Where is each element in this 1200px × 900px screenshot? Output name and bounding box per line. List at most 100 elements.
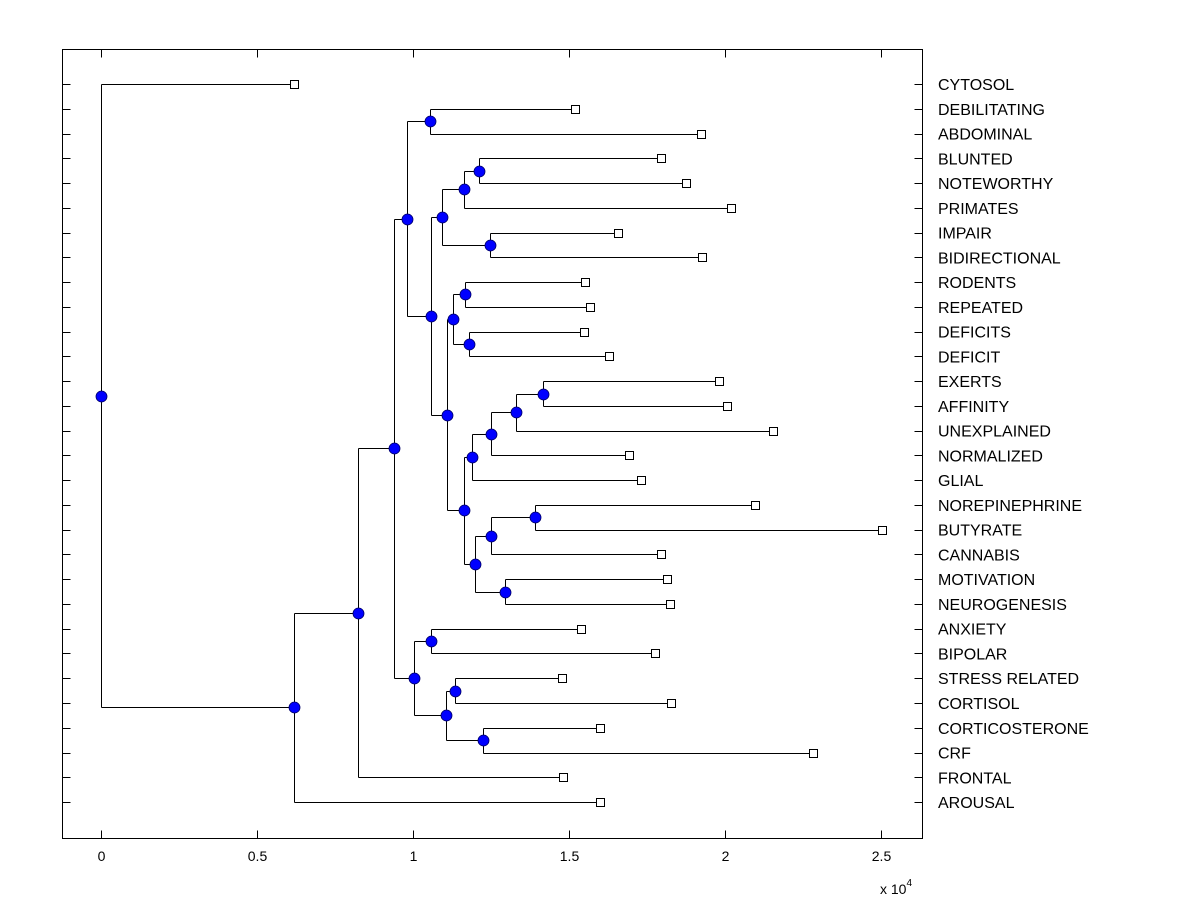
- node-marker: [352, 607, 365, 620]
- leaf-label: DEFICIT: [938, 349, 1000, 366]
- x-axis-multiplier-base: x 10: [880, 881, 907, 897]
- node-marker: [459, 288, 472, 301]
- leaf-label: DEBILITATING: [938, 102, 1045, 119]
- leaf-label: EXERTS: [938, 374, 1002, 391]
- leaf-marker: [558, 674, 567, 683]
- leaf-label: FRONTAL: [938, 770, 1012, 787]
- node-marker: [484, 239, 497, 252]
- leaf-marker: [666, 600, 675, 609]
- leaf-marker: [657, 550, 666, 559]
- dendrogram-markers: [95, 80, 887, 807]
- node-marker: [447, 313, 460, 326]
- leaf-marker: [580, 328, 589, 337]
- node-marker: [388, 442, 401, 455]
- node-marker: [458, 504, 471, 517]
- plot-frame: [62, 49, 923, 839]
- leaf-marker: [290, 80, 299, 89]
- node-marker: [485, 428, 498, 441]
- leaf-label: STRESS RELATED: [938, 671, 1079, 688]
- leaf-marker: [625, 451, 634, 460]
- leaf-marker: [697, 130, 706, 139]
- leaf-label: CORTISOL: [938, 696, 1020, 713]
- leaf-label: NOTEWORTHY: [938, 176, 1054, 193]
- node-marker: [288, 701, 301, 714]
- leaf-marker: [682, 179, 691, 188]
- leaf-marker: [667, 699, 676, 708]
- x-tick-label: 0.5: [248, 848, 268, 864]
- node-marker: [425, 635, 438, 648]
- leaf-label: IMPAIR: [938, 226, 992, 243]
- node-marker: [449, 685, 462, 698]
- node-marker: [529, 511, 542, 524]
- leaf-marker: [715, 377, 724, 386]
- node-marker: [458, 183, 471, 196]
- leaf-marker: [878, 526, 887, 535]
- leaf-label: BIPOLAR: [938, 646, 1007, 663]
- leaf-label: MOTIVATION: [938, 572, 1035, 589]
- leaf-label: ANXIETY: [938, 622, 1007, 639]
- leaf-label: NOREPINEPHRINE: [938, 498, 1082, 515]
- node-marker: [441, 409, 454, 422]
- leaf-label: UNEXPLAINED: [938, 424, 1051, 441]
- node-marker: [469, 558, 482, 571]
- x-tick-label: 2.5: [872, 848, 892, 864]
- leaf-marker: [651, 649, 660, 658]
- x-tick-label: 2: [722, 848, 730, 864]
- leaf-label: BIDIRECTIONAL: [938, 250, 1061, 267]
- leaf-label: CYTOSOL: [938, 77, 1014, 94]
- x-axis-multiplier-exponent: 4: [906, 878, 912, 889]
- node-marker: [408, 672, 421, 685]
- leaf-label: CORTICOSTERONE: [938, 721, 1089, 738]
- node-marker: [436, 211, 449, 224]
- node-marker: [473, 165, 486, 178]
- x-axis-multiplier: x 104: [880, 878, 912, 897]
- leaf-label: NORMALIZED: [938, 448, 1043, 465]
- leaf-label: CANNABIS: [938, 547, 1020, 564]
- node-marker: [95, 390, 108, 403]
- leaf-label: CRF: [938, 746, 971, 763]
- leaf-label: NEUROGENESIS: [938, 597, 1067, 614]
- leaf-label: AFFINITY: [938, 399, 1009, 416]
- leaf-marker: [605, 352, 614, 361]
- x-tick-label: 0: [98, 848, 106, 864]
- axis-ticks: 0 0.5 1 1.5 2 2.5: [62, 49, 923, 864]
- leaf-marker: [571, 105, 580, 114]
- leaf-marker: [769, 427, 778, 436]
- node-marker: [466, 451, 479, 464]
- leaf-marker: [727, 204, 736, 213]
- leaf-marker: [751, 501, 760, 510]
- leaf-label: GLIAL: [938, 473, 983, 490]
- leaf-marker: [657, 154, 666, 163]
- node-marker: [425, 310, 438, 323]
- node-marker: [510, 406, 523, 419]
- leaf-label: RODENTS: [938, 275, 1016, 292]
- leaf-label: AROUSAL: [938, 795, 1015, 812]
- leaf-marker: [581, 278, 590, 287]
- leaf-marker: [614, 229, 623, 238]
- leaf-label: BLUNTED: [938, 151, 1013, 168]
- leaf-marker: [809, 749, 818, 758]
- node-marker: [401, 213, 414, 226]
- leaf-label: PRIMATES: [938, 201, 1019, 218]
- leaf-marker: [586, 303, 595, 312]
- node-marker: [440, 709, 453, 722]
- leaf-marker: [577, 625, 586, 634]
- leaf-marker: [596, 724, 605, 733]
- node-marker: [537, 388, 550, 401]
- leaf-label: DEFICITS: [938, 325, 1011, 342]
- leaf-marker: [723, 402, 732, 411]
- x-tick-label: 1.5: [560, 848, 580, 864]
- leaf-marker: [559, 773, 568, 782]
- leaf-labels: CYTOSOL DEBILITATING ABDOMINAL BLUNTED NOTEW…: [938, 77, 1089, 812]
- node-marker: [424, 115, 437, 128]
- leaf-marker: [663, 575, 672, 584]
- node-marker: [499, 586, 512, 599]
- node-marker: [463, 338, 476, 351]
- leaf-marker: [637, 476, 646, 485]
- leaf-label: ABDOMINAL: [938, 127, 1032, 144]
- node-marker: [477, 734, 490, 747]
- leaf-label: REPEATED: [938, 300, 1023, 317]
- x-tick-label: 1: [410, 848, 418, 864]
- leaf-marker: [698, 253, 707, 262]
